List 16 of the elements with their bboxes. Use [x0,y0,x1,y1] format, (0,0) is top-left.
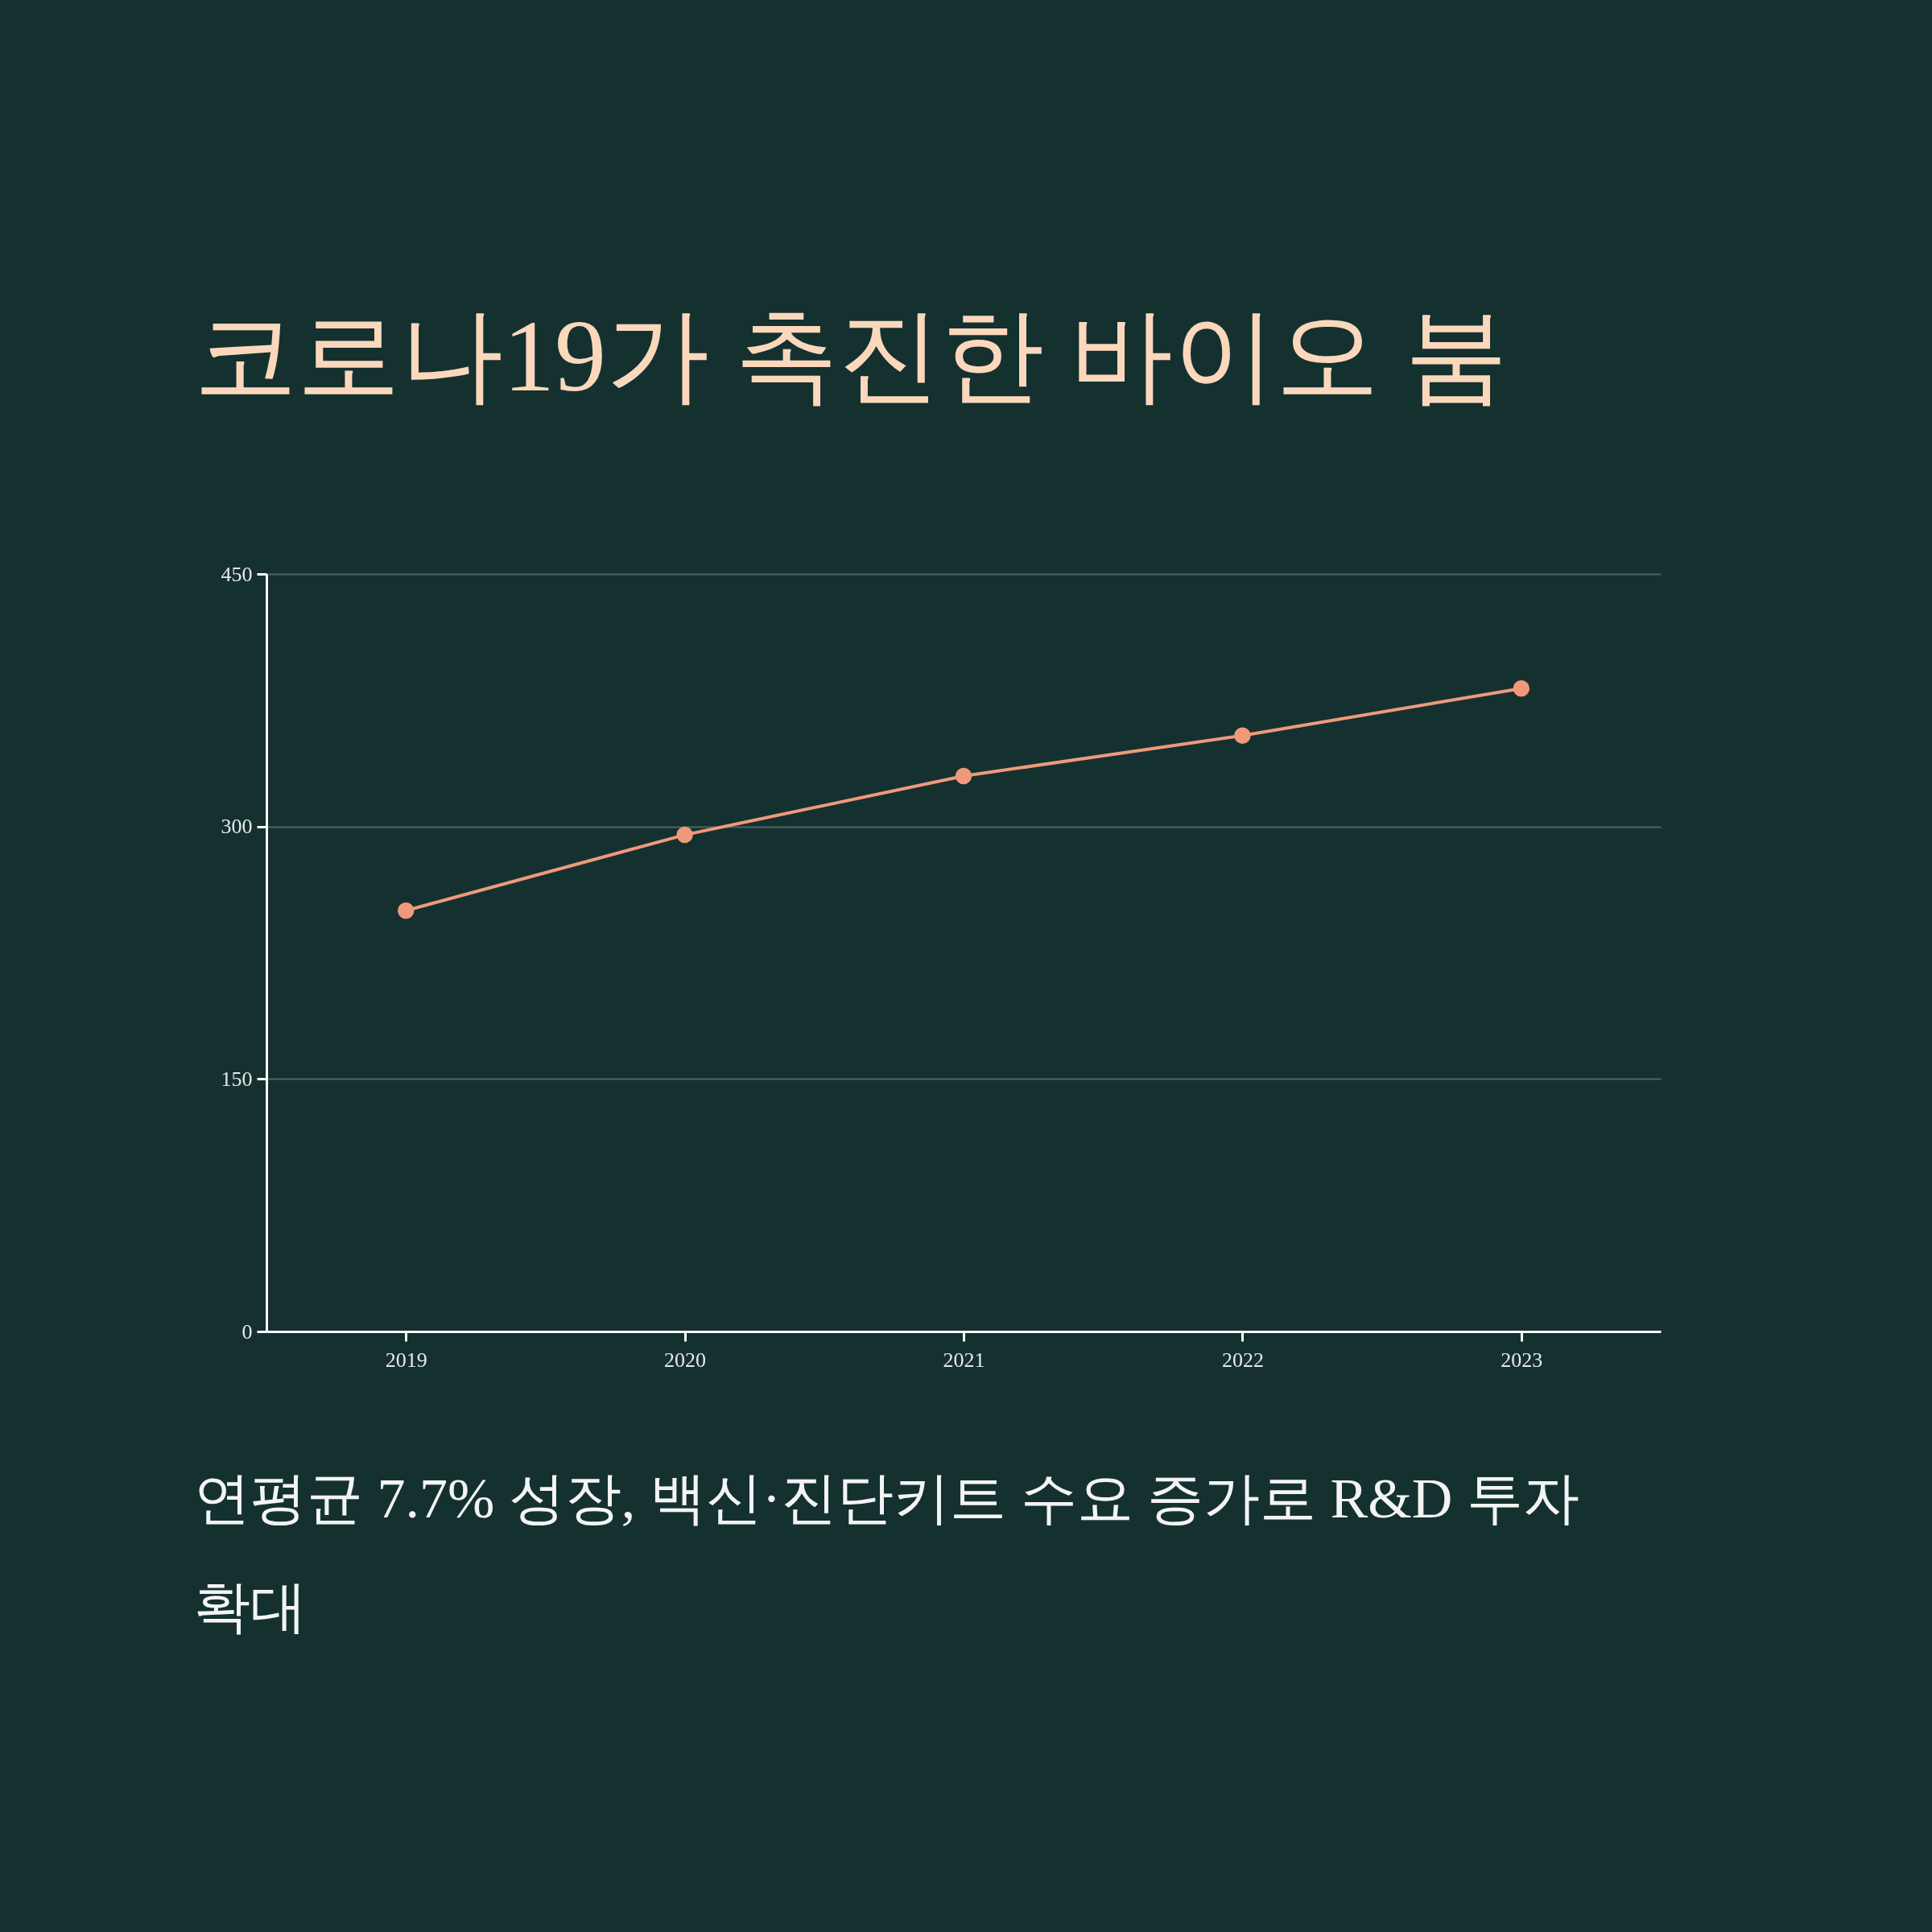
x-tick-label: 2019 [385,1348,427,1372]
y-tick-label: 0 [242,1319,253,1344]
point [397,902,415,919]
y-tick-label: 450 [221,562,253,586]
point [1234,727,1251,744]
chart-title: 코로나19가 촉진한 바이오 붐 [194,299,1508,413]
x-tick-label: 2023 [1501,1348,1543,1372]
y-tick-label: 300 [221,815,253,839]
point [676,826,693,844]
x-tick-label: 2021 [943,1348,985,1372]
x-tick-label: 2022 [1221,1348,1264,1372]
point [1513,679,1530,697]
x-tick-label: 2020 [664,1348,707,1372]
point [955,767,972,785]
text: 연평균 7.7% 성장, 백신·진단키트 수요 증가로 R&D 투자 확대 [194,1468,1579,1638]
y-tick-label: 150 [221,1067,253,1091]
